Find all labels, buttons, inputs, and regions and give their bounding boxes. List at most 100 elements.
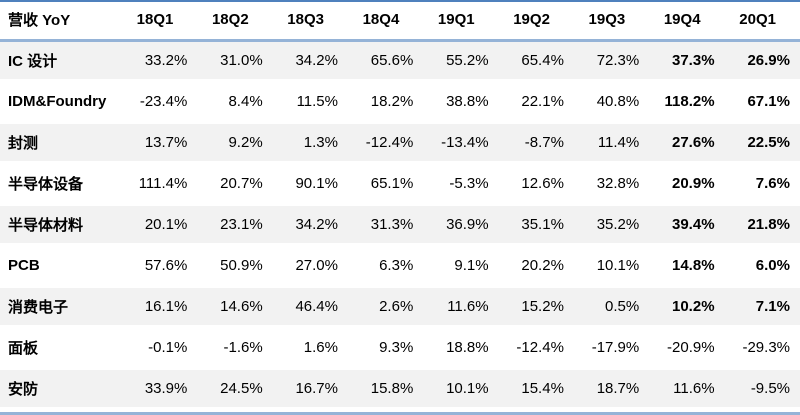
cell-value: 65.4% [498,42,574,83]
cell-value: 1.3% [272,124,348,165]
table-body: IC 设计 33.2% 31.0% 34.2% 65.6% 55.2% 65.4% 72.3%… [0,42,800,411]
cell-value: 2.6% [347,288,424,329]
table-row: 半导体材料 20.1% 23.1% 34.2% 31.3% 36.9% 35.1% 35.2%… [0,206,800,247]
cell-value: 90.1% [272,165,348,206]
header-row: 营收 YoY 18Q1 18Q2 18Q3 18Q4 19Q1 19Q2 19Q3 19Q4 2… [0,2,800,42]
cell-value: 27.0% [272,247,348,288]
cell-value: 33.9% [122,370,198,411]
cell-value: 55.2% [423,42,499,83]
cell-value: -12.4% [498,329,574,370]
cell-value: 26.9% [724,42,800,83]
cell-value: 20.2% [498,247,574,288]
cell-value: 22.1% [498,83,574,124]
row-label: 安防 [0,370,123,411]
cell-value: 8.4% [197,83,273,124]
row-label: IC 设计 [0,42,123,83]
column-header-18Q4: 18Q4 [347,2,424,42]
cell-value: 33.2% [122,42,198,83]
row-label: IDM&Foundry [0,83,123,124]
cell-value: 24.5% [197,370,273,411]
cell-value: 67.1% [724,83,800,124]
cell-value: 20.7% [197,165,273,206]
table-row: 封测 13.7% 9.2% 1.3% -12.4% -13.4% -8.7% 11.4% 27.… [0,124,800,165]
cell-value: 11.6% [423,288,499,329]
cell-value: 20.1% [122,206,198,247]
column-header-18Q2: 18Q2 [197,2,273,42]
cell-value: 37.3% [649,42,725,83]
cell-value: -9.5% [724,370,800,411]
cell-value: 65.6% [347,42,424,83]
table-title: 营收 YoY [0,2,123,42]
cell-value: 16.7% [272,370,348,411]
cell-value: 11.6% [649,370,725,411]
cell-value: -23.4% [122,83,198,124]
cell-value: -13.4% [423,124,499,165]
cell-value: 34.2% [272,42,348,83]
column-header-19Q2: 19Q2 [498,2,574,42]
cell-value: 23.1% [197,206,273,247]
cell-value: 6.3% [347,247,424,288]
cell-value: 16.1% [122,288,198,329]
cell-value: 40.8% [573,83,650,124]
cell-value: 27.6% [649,124,725,165]
cell-value: 35.1% [498,206,574,247]
column-header-18Q1: 18Q1 [122,2,198,42]
column-header-18Q3: 18Q3 [272,2,348,42]
column-header-19Q3: 19Q3 [573,2,650,42]
cell-value: 18.8% [423,329,499,370]
cell-value: 14.6% [197,288,273,329]
table-row: PCB 57.6% 50.9% 27.0% 6.3% 9.1% 20.2% 10.1% 14.8… [0,247,800,288]
cell-value: 46.4% [272,288,348,329]
cell-value: -0.1% [122,329,198,370]
cell-value: 118.2% [649,83,725,124]
table-row: IC 设计 33.2% 31.0% 34.2% 65.6% 55.2% 65.4% 72.3%… [0,42,800,83]
cell-value: 31.3% [347,206,424,247]
cell-value: 18.7% [573,370,650,411]
cell-value: 1.6% [272,329,348,370]
cell-value: 20.9% [649,165,725,206]
cell-value: 18.2% [347,83,424,124]
cell-value: 32.8% [573,165,650,206]
cell-value: 10.2% [649,288,725,329]
cell-value: -12.4% [347,124,424,165]
row-label: 封测 [0,124,123,165]
cell-value: 65.1% [347,165,424,206]
cell-value: 11.4% [573,124,650,165]
cell-value: 35.2% [573,206,650,247]
cell-value: -5.3% [423,165,499,206]
cell-value: 9.2% [197,124,273,165]
table-row: 消费电子 16.1% 14.6% 46.4% 2.6% 11.6% 15.2% 0.5% 10.… [0,288,800,329]
table-row: 面板 -0.1% -1.6% 1.6% 9.3% 18.8% -12.4% -17.9% -20… [0,329,800,370]
cell-value: 15.4% [498,370,574,411]
cell-value: -1.6% [197,329,273,370]
column-header-19Q4: 19Q4 [649,2,725,42]
cell-value: 9.1% [423,247,499,288]
cell-value: 0.5% [573,288,650,329]
row-label: 消费电子 [0,288,123,329]
table-row: 半导体设备 111.4% 20.7% 90.1% 65.1% -5.3% 12.6% 32.8… [0,165,800,206]
table-row: 安防 33.9% 24.5% 16.7% 15.8% 10.1% 15.4% 18.7% 11.… [0,370,800,411]
cell-value: 36.9% [423,206,499,247]
cell-value: 14.8% [649,247,725,288]
cell-value: 10.1% [423,370,499,411]
cell-value: 72.3% [573,42,650,83]
cell-value: 7.6% [724,165,800,206]
cell-value: -8.7% [498,124,574,165]
cell-value: 6.0% [724,247,800,288]
cell-value: 15.2% [498,288,574,329]
cell-value: 34.2% [272,206,348,247]
cell-value: 11.5% [272,83,348,124]
row-label: 半导体材料 [0,206,123,247]
cell-value: 13.7% [122,124,198,165]
cell-value: -20.9% [649,329,725,370]
cell-value: 50.9% [197,247,273,288]
table-row: IDM&Foundry -23.4% 8.4% 11.5% 18.2% 38.8% 22.1… [0,83,800,124]
cell-value: 38.8% [423,83,499,124]
cell-value: 12.6% [498,165,574,206]
cell-value: 57.6% [122,247,198,288]
cell-value: 111.4% [122,165,198,206]
row-label: PCB [0,247,123,288]
cell-value: 9.3% [347,329,424,370]
